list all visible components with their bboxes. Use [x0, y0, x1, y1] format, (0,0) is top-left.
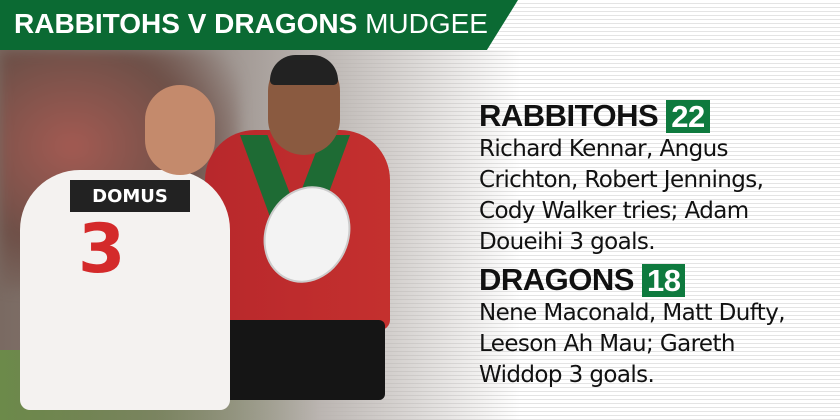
scorers-line: Cody Walker tries; Adam	[479, 198, 749, 224]
team-heading: RABBITOHS 22	[479, 98, 785, 134]
scorers-line: Crichton, Robert Jennings,	[479, 167, 764, 193]
team-name: RABBITOHS	[479, 98, 659, 133]
title-teams: RABBITOHS V DRAGONS	[14, 8, 358, 39]
rabbitohs-player-shorts	[215, 320, 385, 400]
rabbitohs-player-hair	[270, 55, 338, 85]
title-banner	[0, 0, 518, 50]
scorers-line: Nene Maconald, Matt Dufty,	[479, 300, 786, 326]
title-venue: MUDGEE	[365, 8, 488, 39]
scorers-line: Richard Kennar, Angus	[479, 136, 729, 162]
team-name: DRAGONS	[479, 262, 634, 297]
results-panel: RABBITOHS 22 Richard Kennar, Angus Crich…	[479, 98, 786, 391]
jersey-sponsor: DOMUS	[70, 180, 190, 212]
dragons-player-head	[145, 85, 215, 175]
team-score: 18	[641, 263, 686, 297]
team-heading: DRAGONS 18	[479, 262, 785, 298]
team-score: 22	[666, 99, 710, 133]
jersey-number: 3	[78, 210, 126, 289]
scorers-line: Doueihi 3 goals.	[479, 229, 656, 255]
scorers-line: Widdop 3 goals.	[479, 362, 655, 388]
match-photo: DOMUS 3	[0, 50, 520, 420]
scorers-line: Leeson Ah Mau; Gareth	[479, 331, 735, 357]
page-title: RABBITOHS V DRAGONS MUDGEE	[14, 8, 488, 40]
